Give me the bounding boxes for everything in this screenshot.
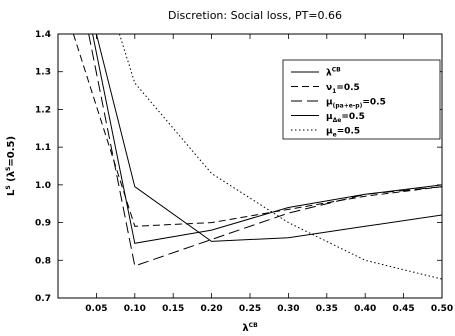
y-tick-label: 0.9	[35, 219, 51, 229]
y-tick-label: 1.3	[35, 68, 51, 78]
x-tick-label: 0.50	[431, 304, 453, 314]
y-tick-label: 1.4	[35, 30, 51, 40]
y-axis-label: LS (λS=0.5)	[5, 136, 17, 196]
x-tick-label: 0.10	[124, 304, 146, 314]
series-line-4	[92, 34, 442, 244]
x-tick-label: 0.45	[392, 304, 414, 314]
x-tick-label: 0.40	[354, 304, 376, 314]
axis-ticks: 0.05 0.10 0.15 0.20 0.25 0.30 0.35 0.40 0.45 0.50…	[35, 30, 453, 314]
series-line-1	[95, 34, 442, 242]
x-tick-label: 0.15	[162, 304, 184, 314]
chart-title: Discretion: Social loss, PT=0.66	[168, 9, 342, 22]
x-tick-label: 0.25	[239, 304, 261, 314]
legend-label: μ(pa+e-p)=0.5	[326, 98, 386, 110]
y-tick-label: 0.7	[35, 294, 51, 304]
y-tick-label: 1.0	[35, 181, 51, 191]
y-tick-label: 1.2	[35, 105, 51, 115]
x-tick-label: 0.35	[316, 304, 338, 314]
legend: λCB ν1=0.5 μ(pa+e-p)=0.5 μΔe=0.5 μe=0.5	[282, 59, 441, 140]
legend-box	[282, 59, 441, 140]
legend-label: λCB	[326, 67, 341, 79]
legend-label: μe=0.5	[326, 127, 360, 139]
x-tick-label: 0.20	[200, 304, 222, 314]
y-tick-label: 0.8	[35, 256, 51, 266]
x-axis-label: λCB	[242, 322, 258, 334]
x-tick-label: 0.30	[277, 304, 299, 314]
x-tick-label: 0.05	[85, 304, 107, 314]
legend-label: μΔe=0.5	[326, 112, 365, 124]
legend-label: ν1=0.5	[326, 83, 360, 95]
series-layer	[72, 34, 442, 280]
y-tick-label: 1.1	[35, 143, 51, 153]
